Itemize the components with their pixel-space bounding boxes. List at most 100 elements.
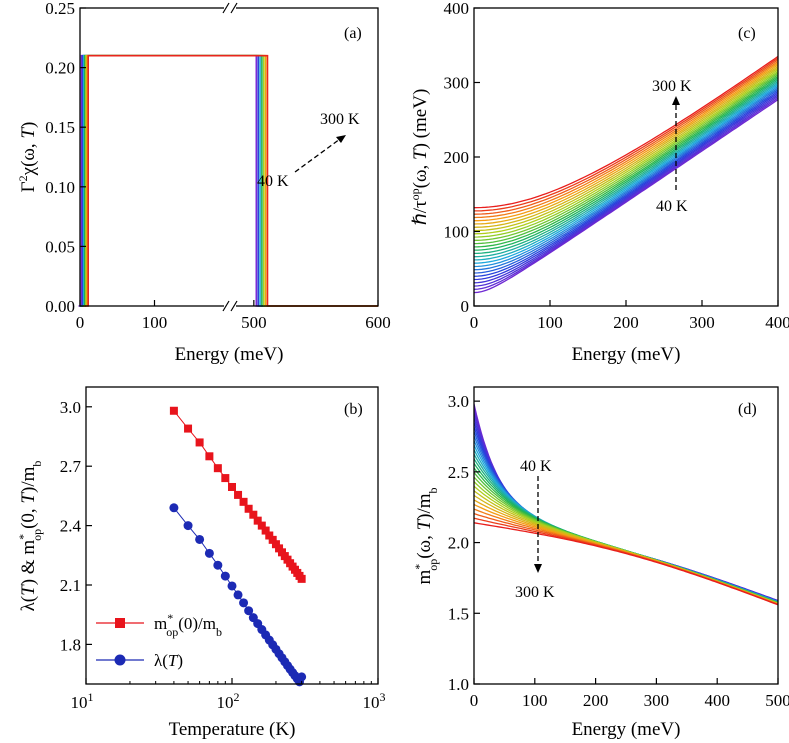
panel-b-point-lambda — [169, 503, 179, 513]
panel-d-ytick-label: 1.0 — [448, 675, 469, 694]
panel-b-point-meff — [205, 452, 214, 461]
panel-b-point-meff — [221, 474, 230, 483]
panel-d-ticks: 1.0 1.5 2.0 2.5 3.0 0 100 200 300 400 500 — [448, 392, 789, 710]
legend-text-lambda: λ(T) — [154, 651, 183, 670]
panel-b-xtick-label: 102 — [217, 690, 240, 712]
panel-d-curve-26 — [474, 522, 778, 606]
panel-d-xtick-label: 200 — [583, 691, 609, 710]
panel-d: 1.0 1.5 2.0 2.5 3.0 0 100 200 300 400 500 (d) Ener… — [412, 386, 789, 740]
panel-d-curve-13 — [474, 463, 778, 604]
panel-b-point-lambda — [297, 672, 307, 682]
panel-c-annot-40k: 40 K — [656, 198, 688, 215]
panel-c-curve-14 — [474, 75, 778, 248]
panel-b-point-lambda — [204, 548, 214, 558]
panel-d-frame — [473, 386, 779, 685]
panel-c: 0 100 200 300 400 0 100 200 300 400 (c) Energy (m… — [408, 0, 789, 365]
panel-b-point-meff — [195, 438, 204, 447]
legend-marker-circle — [114, 654, 126, 666]
panel-c-curve-10 — [474, 82, 778, 261]
panel-c-curve-19 — [474, 67, 778, 232]
panel-a-ylabel: Γ2χ(ω, T) — [16, 122, 39, 193]
panel-c-curve-20 — [474, 65, 778, 228]
panel-b-point-lambda — [183, 521, 193, 531]
panel-d-xlabel: Energy (meV) — [572, 719, 681, 740]
panel-b-ytick-label: 2.1 — [60, 576, 81, 595]
panel-b-xtick-label: 103 — [363, 690, 386, 712]
panel-d-label: (d) — [738, 401, 757, 418]
panel-c-annotation: 300 K 40 K — [652, 78, 692, 215]
panel-b-ylabel: λ(T) & m*op(0, T)/mb — [16, 461, 44, 612]
panel-a-series-0 — [78, 54, 378, 307]
panel-c-curve-17 — [474, 70, 778, 238]
panel-b-point-lambda — [233, 590, 243, 600]
panel-c-curve-0 — [474, 99, 778, 294]
panel-c-xtick-label: 200 — [613, 313, 639, 332]
panel-c-curves — [474, 55, 778, 294]
panel-c-xtick-label: 400 — [765, 313, 789, 332]
panel-d-xtick-label: 100 — [522, 691, 548, 710]
panel-c-curve-18 — [474, 69, 778, 235]
panel-c-ytick-label: 0 — [461, 297, 470, 316]
panel-c-label: (c) — [738, 25, 756, 42]
panel-b-point-lambda — [213, 560, 223, 570]
panel-c-xlabel: Energy (meV) — [572, 344, 681, 365]
panel-c-curve-25 — [474, 57, 778, 212]
panel-a-series-3 — [81, 54, 378, 307]
panel-a-xlabel: Energy (meV) — [175, 344, 284, 365]
panel-b-xtick-label: 101 — [71, 690, 94, 712]
panel-b-point-lambda — [244, 606, 254, 616]
panel-a-series-2 — [80, 54, 378, 307]
panel-c-curve-4 — [474, 92, 778, 281]
panel-b-ytick-label: 2.7 — [60, 457, 82, 476]
panel-c-curve-3 — [474, 94, 778, 284]
panel-b-point-lambda — [195, 534, 205, 544]
panel-c-xtick-label: 100 — [537, 313, 563, 332]
panel-b: 1.8 2.1 2.4 2.7 3.0 101 102 103 (b) Temperature… — [16, 386, 386, 740]
panel-a-ytick-label: 0.05 — [45, 237, 75, 256]
panel-c-curve-13 — [474, 77, 778, 251]
panel-b-legend: m* op(0)/mb λ(T) — [96, 611, 222, 670]
panel-a-xtick-label: 100 — [142, 313, 168, 332]
panel-c-curve-2 — [474, 95, 778, 287]
panel-c-curve-15 — [474, 74, 778, 245]
panel-b-point-meff — [213, 464, 222, 473]
panel-b-point-meff — [228, 482, 236, 491]
panel-c-curve-8 — [474, 85, 778, 268]
panel-a-annot-40k: 40 K — [257, 173, 289, 190]
panel-b-point-meff — [265, 531, 274, 540]
panel-c-curve-12 — [474, 79, 778, 255]
panel-b-point-meff — [239, 497, 248, 506]
legend-text-meff: m* op(0)/mb — [154, 611, 222, 639]
panel-b-point-meff — [184, 424, 193, 433]
panel-a-xtick-label: 600 — [365, 313, 391, 332]
panel-b-ytick-label: 2.4 — [60, 517, 82, 536]
panel-a-xtick-label: 0 — [76, 313, 85, 332]
panel-c-xtick-label: 300 — [689, 313, 715, 332]
panel-a-ytick-label: 0.25 — [45, 0, 75, 18]
panel-d-xtick-label: 400 — [704, 691, 730, 710]
panel-d-ytick-label: 2.0 — [448, 534, 469, 553]
panel-a-ticks: 0.00 0.05 0.10 0.15 0.20 0.25 0 100 500 600 — [45, 0, 391, 332]
panel-c-curve-21 — [474, 64, 778, 225]
panel-b-point-meff — [297, 574, 306, 583]
panel-d-xtick-label: 300 — [644, 691, 670, 710]
panel-b-point-meff — [169, 406, 178, 415]
panel-c-curve-1 — [474, 97, 778, 290]
panel-c-annot-300k: 300 K — [652, 78, 692, 95]
panel-b-ytick-label: 1.8 — [60, 635, 81, 654]
panel-a-series-5 — [84, 54, 378, 307]
panel-a: 0.00 0.05 0.10 0.15 0.20 0.25 0 100 500 600 (a) E… — [16, 0, 391, 365]
panel-d-ylabel: m*op(ω, T)/mb — [412, 487, 440, 584]
panel-c-ytick-label: 300 — [444, 74, 470, 93]
panel-b-ytick-label: 3.0 — [60, 398, 81, 417]
panel-b-point-meff — [257, 521, 266, 530]
panel-b-point-meff — [271, 540, 280, 549]
panel-b-point-meff — [261, 526, 270, 535]
panel-d-ytick-label: 3.0 — [448, 392, 469, 411]
panel-b-frame — [85, 386, 379, 685]
panel-d-ytick-label: 2.5 — [448, 463, 469, 482]
panel-b-point-meff — [253, 516, 262, 525]
panel-b-point-lambda — [220, 571, 230, 581]
panel-d-curve-0 — [474, 403, 778, 602]
panel-a-ytick-label: 0.00 — [45, 297, 75, 316]
